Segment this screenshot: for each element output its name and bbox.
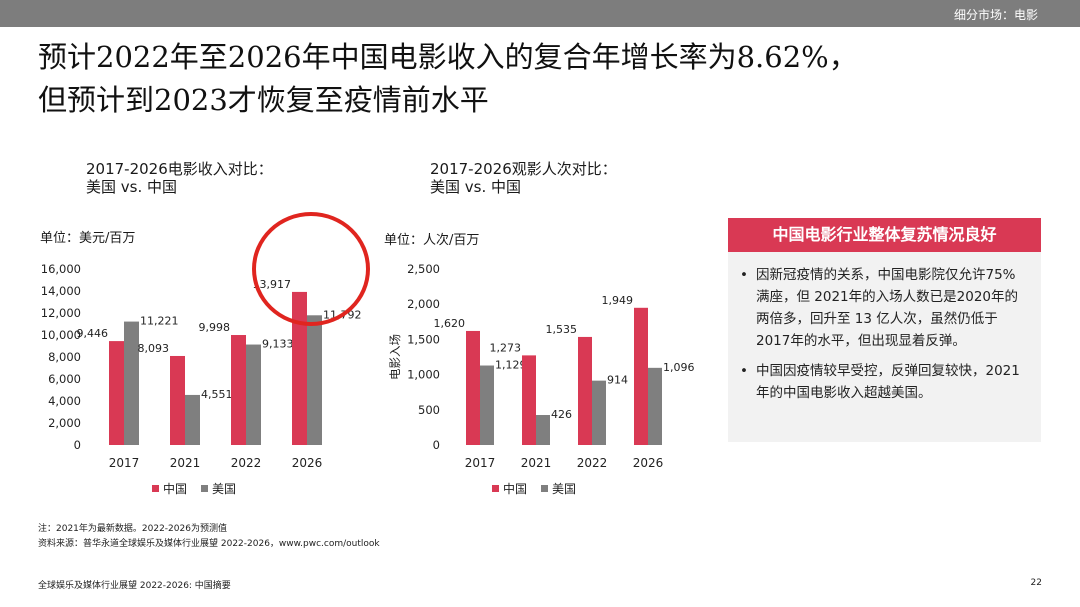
revenue-ytick-label: 12,000 <box>41 306 81 320</box>
footnote: 注：2021年为最新数据。2022-2026为预测值 <box>38 524 227 534</box>
admissions-category-label: 2022 <box>577 456 608 470</box>
admissions-data-label: 1,096 <box>663 361 695 374</box>
admissions-bar-usa <box>592 380 606 445</box>
revenue-bar-china <box>231 335 246 445</box>
chart1-title-line1: 2017-2026电影收入对比： <box>86 160 273 178</box>
section-label: 细分市场：电影 <box>953 8 1038 22</box>
callout-list: 因新冠疫情的关系，中国电影院仅允许75%满座，但 2021年的入场人数已是202… <box>728 252 1041 404</box>
page-number: 22 <box>1030 578 1042 588</box>
admissions-ylabel: 电影入场 <box>388 334 402 380</box>
admissions-ytick-label: 0 <box>433 438 440 452</box>
admissions-bar-china <box>466 330 480 445</box>
admissions-data-label: 914 <box>607 374 628 387</box>
legend2-china-swatch <box>492 485 499 492</box>
revenue-ytick-label: 10,000 <box>41 328 81 342</box>
admissions-bar-usa <box>480 365 494 445</box>
admissions-bar-usa <box>536 415 550 445</box>
revenue-bar-china <box>170 355 185 445</box>
title-line-1: 预计2022年至2026年中国电影收入的复合年增长率为8.62%， <box>38 40 858 74</box>
revenue-ytick-label: 16,000 <box>41 262 81 276</box>
admissions-data-label: 1,129 <box>495 359 527 372</box>
chart1-title-line2: 美国 vs. 中国 <box>86 178 177 196</box>
chart2-title-line1: 2017-2026观影人次对比： <box>430 160 617 178</box>
chart1-title: 2017-2026电影收入对比： 美国 vs. 中国 <box>86 160 273 196</box>
callout-bullet-2: 中国因疫情较早受控，反弹回复较快，2021年的中国电影收入超越美国。 <box>740 360 1027 404</box>
legend-china: 中国 <box>152 480 187 497</box>
chart2-legend: 中国 美国 <box>492 480 576 497</box>
admissions-data-label: 1,535 <box>546 323 578 336</box>
revenue-bar-usa <box>185 394 200 445</box>
admissions-ytick-label: 500 <box>418 403 440 417</box>
admissions-bar-china <box>578 336 592 445</box>
legend-china-label: 中国 <box>163 482 188 496</box>
legend2-china-label: 中国 <box>503 482 528 496</box>
revenue-bar-china <box>292 291 307 445</box>
chart2-title-line2: 美国 vs. 中国 <box>430 178 521 196</box>
top-bar: 细分市场：电影 <box>0 0 1080 27</box>
chart1-legend: 中国 美国 <box>152 480 236 497</box>
chart1-unit: 单位：美元/百万 <box>40 231 136 246</box>
source-note: 资料来源：普华永道全球娱乐及媒体行业展望 2022-2026，www.pwc.c… <box>38 539 380 549</box>
admissions-bar-usa <box>648 367 662 445</box>
revenue-chart: 0 2,000 4,000 6,000 8,000 10,000 12,000 14,000 1… <box>41 262 362 470</box>
chart2-title: 2017-2026观影人次对比： 美国 vs. 中国 <box>430 160 617 196</box>
revenue-data-label: 8,093 <box>138 342 170 355</box>
revenue-ytick-label: 14,000 <box>41 284 81 298</box>
legend-usa-swatch <box>201 485 209 492</box>
legend-china-swatch <box>152 485 159 492</box>
admissions-data-label: 1,949 <box>602 294 634 307</box>
revenue-category-label: 2026 <box>292 456 323 470</box>
legend2-usa: 美国 <box>541 480 576 497</box>
revenue-ytick-label: 0 <box>74 438 81 452</box>
footer-title: 全球娱乐及媒体行业展望 2022-2026: 中国摘要 <box>38 581 231 591</box>
admissions-chart: 0 500 1,000 1,500 2,000 2,500 2017 1,620 1,129 20… <box>388 262 695 470</box>
admissions-bar-china <box>634 307 648 445</box>
highlight-circle <box>252 212 370 326</box>
revenue-category-label: 2017 <box>109 456 140 470</box>
page-title: 预计2022年至2026年中国电影收入的复合年增长率为8.62%， 但预计到20… <box>38 36 1038 122</box>
legend-usa: 美国 <box>201 480 236 497</box>
admissions-ytick-label: 2,000 <box>407 297 440 311</box>
revenue-data-label: 9,446 <box>77 327 109 340</box>
admissions-bar-china <box>522 355 536 445</box>
revenue-data-label: 4,551 <box>201 388 233 401</box>
legend-usa-label: 美国 <box>212 482 237 496</box>
chart2-unit: 单位：人次/百万 <box>384 233 480 248</box>
admissions-ytick-label: 1,500 <box>407 332 440 346</box>
legend2-usa-swatch <box>541 485 549 492</box>
revenue-category-label: 2021 <box>170 456 201 470</box>
admissions-ytick-label: 1,000 <box>407 368 440 382</box>
admissions-data-label: 426 <box>551 408 572 421</box>
admissions-data-label: 1,273 <box>490 341 522 354</box>
revenue-ytick-label: 6,000 <box>48 372 81 386</box>
admissions-category-label: 2017 <box>465 456 496 470</box>
callout-heading: 中国电影行业整体复苏情况良好 <box>728 218 1041 252</box>
revenue-bar-china <box>109 341 124 445</box>
revenue-ytick-label: 4,000 <box>48 394 81 408</box>
revenue-category-label: 2022 <box>231 456 262 470</box>
callout-bullet-1: 因新冠疫情的关系，中国电影院仅允许75%满座，但 2021年的入场人数已是202… <box>740 264 1027 352</box>
admissions-data-label: 1,620 <box>434 317 466 330</box>
revenue-data-label: 9,133 <box>262 338 294 351</box>
revenue-bar-usa <box>246 344 261 445</box>
revenue-ytick-label: 8,000 <box>48 350 81 364</box>
admissions-category-label: 2021 <box>521 456 552 470</box>
revenue-ytick-label: 2,000 <box>48 416 81 430</box>
revenue-bar-usa <box>307 315 322 445</box>
legend2-usa-label: 美国 <box>552 482 577 496</box>
revenue-data-label: 11,221 <box>140 315 179 328</box>
legend2-china: 中国 <box>492 480 527 497</box>
admissions-ytick-label: 2,500 <box>407 262 440 276</box>
revenue-bar-usa <box>124 321 139 445</box>
title-line-2: 但预计到2023才恢复至疫情前水平 <box>38 83 489 117</box>
revenue-data-label: 9,998 <box>199 321 231 334</box>
admissions-category-label: 2026 <box>633 456 664 470</box>
callout-box: 中国电影行业整体复苏情况良好 因新冠疫情的关系，中国电影院仅允许75%满座，但 … <box>728 218 1041 442</box>
